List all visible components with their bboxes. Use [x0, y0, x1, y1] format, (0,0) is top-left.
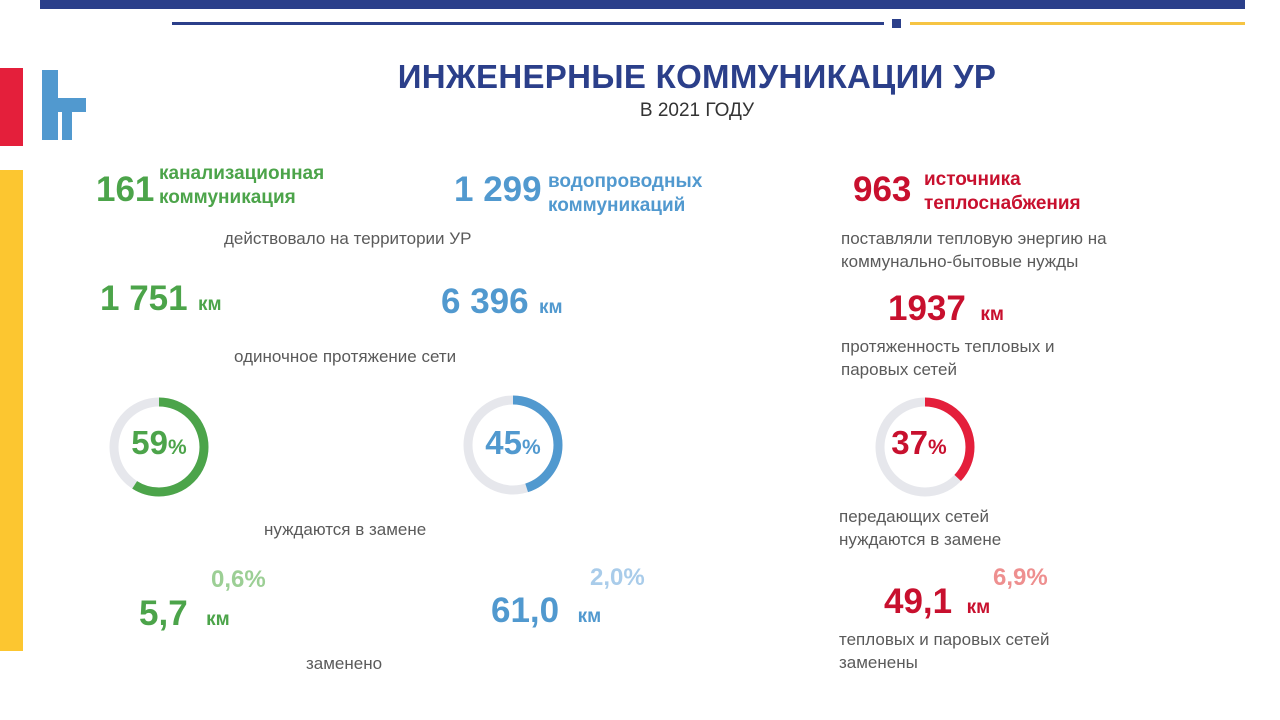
water-length-value: 6 396	[441, 282, 529, 321]
water-replaced-value: 61,0	[491, 591, 560, 630]
heat-need-caption: передающих сетей нуждаются в замене	[839, 505, 1001, 551]
heat-count: 963	[853, 170, 912, 209]
sewer-count: 161	[96, 170, 155, 209]
heat-length-caption-line1: протяженность тепловых и	[841, 337, 1055, 356]
sewer-label: канализационная коммуникация	[159, 162, 324, 210]
heat-need-caption-line2: нуждаются в замене	[839, 530, 1002, 549]
heat-length-value: 1937	[888, 289, 966, 328]
sewer-label-line1: канализационная	[159, 163, 325, 184]
page-subtitle: В 2021 ГОДУ	[639, 100, 755, 121]
water-replacement-percent: 45%	[460, 424, 566, 462]
heat-label-line1: источника	[924, 169, 1021, 190]
network-length-caption: одиночное протяжение сети	[234, 347, 457, 366]
water-length: 6 396 км	[441, 284, 563, 319]
left-accent-red	[0, 68, 23, 146]
sewer-replaced-percent: 0,6%	[211, 566, 266, 593]
heat-replacement-percent: 37%	[866, 424, 972, 462]
donut-fill	[109, 397, 209, 497]
heat-replaced-unit: км	[966, 597, 991, 618]
heat-label-line2: теплоснабжения	[924, 193, 1081, 214]
water-label-line1: водопроводных	[548, 171, 703, 192]
water-replaced-percent: 2,0%	[590, 564, 645, 591]
heat-label: источника теплоснабжения	[924, 168, 1081, 216]
heat-replaced-percent: 6,9%	[993, 564, 1048, 591]
heat-length-caption-line2: паровых сетей	[841, 360, 957, 379]
left-accent-yellow	[0, 170, 23, 651]
page-title: ИНЖЕНЕРНЫЕ КОММУНИКАЦИИ УР	[397, 58, 997, 95]
water-label: водопроводных коммуникаций	[548, 170, 702, 218]
top-bar	[40, 0, 1245, 9]
heat-length-unit: км	[980, 304, 1004, 325]
sewer-length-unit: км	[198, 294, 222, 315]
replaced-caption: заменено	[306, 654, 383, 673]
sewer-length-value: 1 751	[100, 279, 188, 318]
donut-fill	[875, 397, 975, 497]
sewer-replaced-unit: км	[206, 609, 230, 630]
need-replacement-caption: нуждаются в замене	[264, 520, 427, 539]
heat-supply-caption-line2: коммунально-бытовые нужды	[841, 252, 1079, 271]
sewer-replaced-value: 5,7	[139, 594, 188, 633]
water-replaced-unit: км	[577, 606, 602, 627]
sewer-replaced: 5,7 км	[139, 596, 230, 631]
water-count: 1 299	[454, 170, 542, 209]
sewer-percent-value: 59	[131, 424, 169, 461]
heat-need-caption-line1: передающих сетей	[839, 507, 989, 526]
water-replacement-donut	[463, 395, 563, 495]
heat-percent-value: 37	[891, 424, 929, 461]
water-replaced: 61,0 км	[491, 593, 601, 628]
sewer-replacement-donut	[109, 397, 209, 497]
water-percent-value: 45	[485, 424, 523, 461]
heat-length-caption: протяженность тепловых и паровых сетей	[841, 335, 1054, 381]
header-rule-gold	[910, 22, 1245, 25]
header-rule-navy	[172, 22, 884, 25]
heat-supply-caption: поставляли тепловую энергию на коммуналь…	[841, 227, 1107, 273]
water-length-unit: км	[539, 297, 563, 318]
operated-caption: действовало на территории УР	[224, 229, 472, 248]
heat-replacement-donut	[875, 397, 975, 497]
sewer-percent-sign: %	[168, 436, 187, 459]
water-percent-sign: %	[522, 436, 541, 459]
heat-supply-caption-line1: поставляли тепловую энергию на	[841, 229, 1107, 248]
water-label-line2: коммуникаций	[548, 195, 686, 216]
pipe-logo-icon	[42, 70, 86, 140]
heat-length: 1937 км	[888, 291, 1004, 326]
heat-replaced-caption-line1: тепловых и паровых сетей	[839, 630, 1050, 649]
sewer-replacement-percent: 59%	[106, 424, 212, 462]
heat-replaced: 49,1 км	[884, 584, 990, 619]
heat-replaced-caption-line2: заменены	[839, 653, 918, 672]
heat-percent-sign: %	[928, 436, 947, 459]
sewer-label-line2: коммуникация	[159, 187, 296, 208]
heat-replaced-caption: тепловых и паровых сетей заменены	[839, 628, 1050, 674]
header-rule-square	[892, 19, 901, 28]
sewer-length: 1 751 км	[100, 281, 222, 316]
heat-replaced-value: 49,1	[884, 582, 953, 621]
donut-fill	[463, 395, 563, 495]
